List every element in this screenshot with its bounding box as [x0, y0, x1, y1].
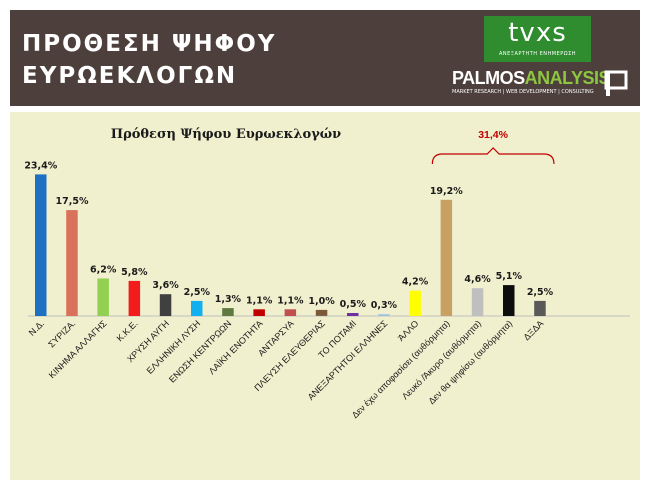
value-label: 1,1% — [277, 295, 304, 306]
category-label: ΣΥΡΙΖΑ. — [46, 318, 77, 349]
title-line-1: ΠΡΟΘΕΣΗ ΨΗΦΟΥ — [22, 31, 277, 57]
value-label: 2,5% — [184, 287, 211, 298]
bar — [378, 314, 390, 316]
tvxs-tagline: ΑΝΕΞΑΡΤΗΤΗ ΕΝΗΜΕΡΩΣΗ — [498, 51, 577, 57]
category-label: ΚΙΝΗΜΑ ΑΛΛΑΓΗΣ — [47, 318, 109, 380]
bar — [471, 288, 484, 316]
bar — [253, 309, 265, 316]
value-label: 1,3% — [215, 294, 242, 305]
bar — [128, 280, 141, 316]
bar — [191, 300, 203, 316]
page-title: ΠΡΟΘΕΣΗ ΨΗΦΟΥ ΕΥΡΩΕΚΛΟΓΩΝ — [22, 28, 276, 92]
value-label: 23,4% — [24, 160, 57, 171]
header-banner: ΠΡΟΘΕΣΗ ΨΗΦΟΥ ΕΥΡΩΕΚΛΟΓΩΝ tvxs ΑΝΕΞΑΡΤΗΤ… — [10, 10, 640, 106]
bar — [409, 290, 421, 316]
value-label: 19,2% — [430, 186, 463, 197]
bar — [347, 313, 359, 316]
category-label: ΔΞΔΑ — [521, 318, 545, 342]
category-label: Κ.Κ.Ε. — [115, 318, 140, 343]
bars-group — [35, 174, 546, 316]
chart-panel: Πρόθεση Ψήφου Ευρωεκλογών 23,4% 17,5% 6,2%… — [10, 112, 640, 480]
value-label: 1,0% — [308, 296, 335, 307]
value-label: 6,2% — [90, 265, 117, 276]
bar — [66, 210, 78, 316]
bar — [97, 278, 109, 316]
bracket-label: 31,4% — [478, 129, 508, 141]
palmos-logo-part2: ANALYSIS — [524, 68, 611, 88]
category-label: ΕΛΛΗΝΙΚΗ ΛΥΣΗ — [145, 318, 203, 376]
tvxs-logo: tvxs ΑΝΕΞΑΡΤΗΤΗ ΕΝΗΜΕΡΩΣΗ — [484, 16, 591, 62]
value-label: 5,8% — [121, 267, 148, 278]
value-labels-group: 23,4% 17,5% 6,2% 5,8% 3,6% 2,5% 1,3% 1,1% 1,1% 1,… — [24, 160, 553, 311]
bar — [222, 308, 234, 316]
bar — [503, 285, 515, 316]
palmos-logo-part1: PALMOS — [452, 68, 525, 88]
chart-title: Πρόθεση Ψήφου Ευρωεκλογών — [111, 127, 341, 142]
palmos-logo: PALMOSANALYSIS MARKET RESEARCH | WEB DEV… — [452, 68, 611, 96]
bar — [534, 300, 546, 316]
palmos-tagline: MARKET RESEARCH | WEB DEVELOPMENT | CONS… — [452, 89, 594, 95]
bar — [159, 294, 172, 316]
bar — [440, 199, 453, 316]
value-label: 17,5% — [56, 196, 89, 207]
bar — [315, 309, 328, 316]
value-label: 4,2% — [402, 277, 429, 288]
title-line-2: ΕΥΡΩΕΚΛΟΓΩΝ — [22, 63, 238, 89]
value-label: 0,5% — [340, 299, 367, 310]
category-label: ΆΛΛΟ — [396, 318, 421, 343]
value-label: 1,1% — [246, 295, 273, 306]
category-label: Ν.Δ. — [27, 318, 46, 337]
tvxs-logo-text: tvxs — [508, 18, 567, 48]
palmos-p-icon — [604, 70, 628, 96]
value-label: 0,3% — [371, 300, 398, 311]
value-label: 2,5% — [527, 287, 554, 298]
bar — [35, 174, 47, 316]
category-label: ΛΑΪΚΗ ΕΝΟΤΗΤΑ — [207, 318, 265, 376]
value-label: 4,6% — [464, 274, 491, 285]
value-label: 5,1% — [496, 271, 523, 282]
bracket-line — [431, 147, 555, 165]
bar-chart: Πρόθεση Ψήφου Ευρωεκλογών 23,4% 17,5% 6,2%… — [24, 127, 630, 420]
bar — [284, 309, 297, 316]
palmos-logo-text: PALMOSANALYSIS — [452, 68, 611, 88]
value-label: 3,6% — [152, 280, 179, 291]
category-labels-group: Ν.Δ. ΣΥΡΙΖΑ.ΚΙΝΗΜΑ ΑΛΛΑΓΗΣ Κ.Κ.Ε.ΧΡΥΣΗ ΑΥΓ… — [27, 318, 546, 420]
